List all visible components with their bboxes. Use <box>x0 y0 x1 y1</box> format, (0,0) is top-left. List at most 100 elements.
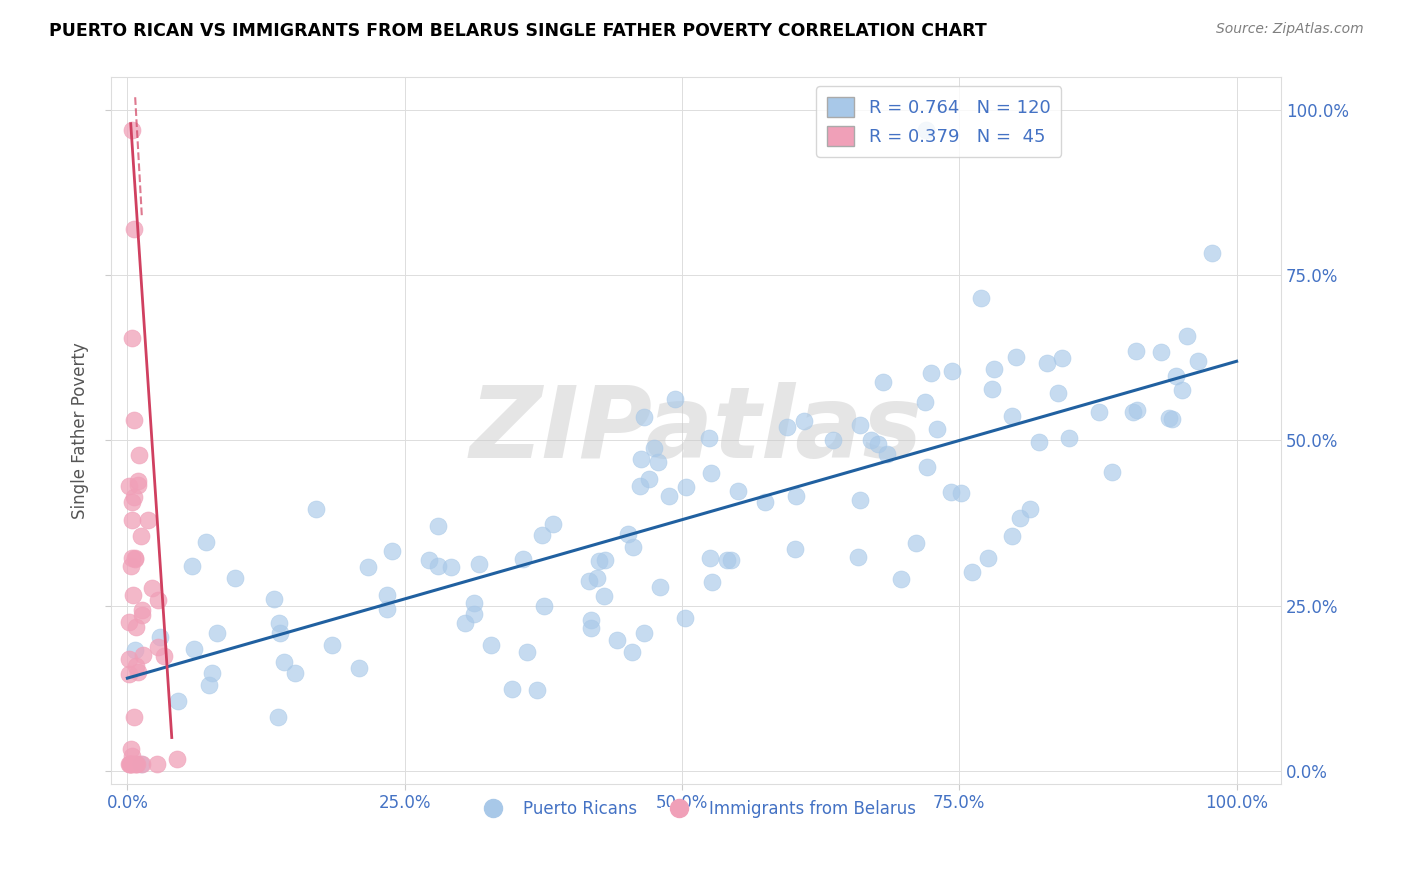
Point <box>131 603 153 617</box>
Point <box>1159 411 1181 425</box>
Point <box>530 528 553 542</box>
Point <box>121 513 143 527</box>
Point <box>198 678 221 692</box>
Point <box>131 528 153 542</box>
Point <box>124 551 146 566</box>
Point <box>146 640 169 654</box>
Point <box>381 544 404 558</box>
Point <box>118 756 141 771</box>
Point <box>120 559 142 574</box>
Point <box>124 643 146 657</box>
Point <box>727 483 749 498</box>
Point <box>453 615 475 630</box>
Point <box>122 710 145 724</box>
Point <box>1150 344 1173 359</box>
Point <box>463 596 485 610</box>
Point <box>121 123 143 137</box>
Point <box>166 694 188 708</box>
Point <box>375 602 398 616</box>
Point <box>1019 502 1042 516</box>
Point <box>124 490 146 504</box>
Point <box>180 558 202 573</box>
Point <box>920 367 942 381</box>
Point <box>117 756 139 771</box>
Point <box>224 571 246 585</box>
Point <box>117 479 139 493</box>
Point <box>1201 246 1223 260</box>
Point <box>1050 351 1073 365</box>
Point <box>127 665 149 680</box>
Point <box>1001 409 1024 423</box>
Point <box>1001 529 1024 543</box>
Point <box>720 553 742 567</box>
Point <box>890 573 912 587</box>
Point <box>136 513 159 527</box>
Point <box>1177 329 1199 343</box>
Point <box>593 553 616 567</box>
Point <box>375 588 398 602</box>
Point <box>122 413 145 427</box>
Point <box>754 495 776 509</box>
Point <box>269 615 291 630</box>
Y-axis label: Single Father Poverty: Single Father Poverty <box>72 343 89 519</box>
Point <box>131 607 153 622</box>
Point <box>848 549 870 564</box>
Point <box>127 474 149 488</box>
Point <box>1028 434 1050 449</box>
Point <box>1088 405 1111 419</box>
Point <box>427 518 450 533</box>
Point <box>149 630 172 644</box>
Legend: Puerto Ricans, Immigrants from Belarus: Puerto Ricans, Immigrants from Belarus <box>470 794 922 825</box>
Point <box>699 466 721 480</box>
Point <box>785 489 807 503</box>
Point <box>122 222 145 236</box>
Point <box>962 566 984 580</box>
Point <box>633 410 655 425</box>
Point <box>783 542 806 557</box>
Point <box>849 417 872 432</box>
Point <box>633 626 655 640</box>
Point <box>823 433 845 447</box>
Text: PUERTO RICAN VS IMMIGRANTS FROM BELARUS SINGLE FATHER POVERTY CORRELATION CHART: PUERTO RICAN VS IMMIGRANTS FROM BELARUS … <box>49 22 987 40</box>
Text: ZIPatlas: ZIPatlas <box>470 382 922 479</box>
Point <box>118 615 141 629</box>
Point <box>1008 511 1031 525</box>
Point <box>673 611 696 625</box>
Point <box>630 452 652 467</box>
Point <box>153 648 176 663</box>
Point <box>1161 411 1184 425</box>
Point <box>980 382 1002 396</box>
Point <box>1059 431 1081 445</box>
Point <box>620 645 643 659</box>
Point <box>1125 343 1147 358</box>
Point <box>983 361 1005 376</box>
Point <box>579 613 602 627</box>
Point <box>321 639 343 653</box>
Point <box>1170 383 1192 397</box>
Point <box>716 553 738 567</box>
Point <box>205 625 228 640</box>
Point <box>121 494 143 508</box>
Point <box>124 756 146 771</box>
Point <box>273 655 295 669</box>
Point <box>588 554 610 568</box>
Point <box>122 588 145 602</box>
Point <box>699 550 721 565</box>
Point <box>914 395 936 409</box>
Point <box>121 551 143 566</box>
Point <box>357 560 380 574</box>
Point <box>860 433 883 447</box>
Text: Source: ZipAtlas.com: Source: ZipAtlas.com <box>1216 22 1364 37</box>
Point <box>699 432 721 446</box>
Point <box>664 392 686 406</box>
Point <box>866 437 889 451</box>
Point <box>621 540 644 554</box>
Point <box>468 557 491 571</box>
Point <box>463 607 485 621</box>
Point <box>939 485 962 500</box>
Point <box>616 527 638 541</box>
Point <box>516 645 538 659</box>
Point <box>1046 385 1069 400</box>
Point <box>201 665 224 680</box>
Point <box>347 661 370 675</box>
